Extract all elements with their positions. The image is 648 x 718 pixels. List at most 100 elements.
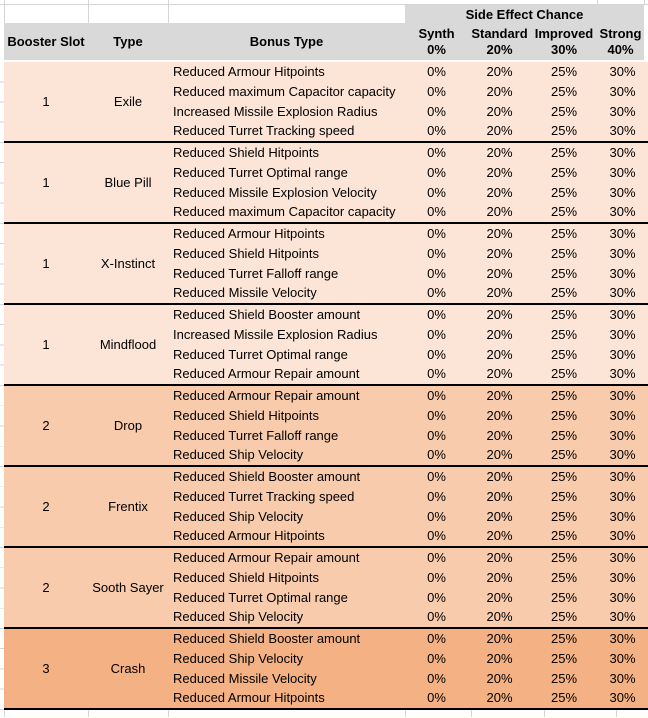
chance-cell[interactable]: 20% — [486, 569, 513, 585]
chance-cell[interactable]: 20% — [486, 83, 513, 99]
chance-cell[interactable]: 30% — [609, 245, 636, 261]
chance-cell[interactable]: 30% — [609, 204, 636, 220]
chance-cell[interactable]: 0% — [427, 427, 446, 443]
chance-cell[interactable]: 25% — [550, 245, 578, 261]
booster-slot-cell[interactable]: 1 — [42, 94, 50, 109]
header-booster-slot[interactable]: Booster Slot — [7, 33, 85, 49]
bonus-type-cell[interactable]: Reduced Missile Velocity — [173, 670, 317, 686]
chance-cell[interactable]: 25% — [550, 366, 578, 382]
chance-cell[interactable]: 0% — [427, 307, 446, 322]
chance-cell[interactable]: 25% — [550, 569, 578, 585]
chance-cell[interactable]: 20% — [486, 326, 513, 342]
chance-cell[interactable]: 20% — [486, 609, 513, 625]
chance-cell[interactable]: 25% — [550, 388, 578, 403]
chance-cell[interactable]: 20% — [486, 550, 513, 565]
chance-cell[interactable]: 0% — [427, 103, 446, 119]
bonus-type-cell[interactable]: Reduced Shield Hitpoints — [173, 245, 319, 261]
bonus-type-cell[interactable]: Reduced Turret Tracking speed — [173, 488, 355, 504]
booster-type-cell[interactable]: Blue Pill — [104, 175, 152, 190]
chance-cell[interactable]: 25% — [550, 103, 578, 119]
bonus-type-cell[interactable]: Reduced Missile Velocity — [173, 285, 317, 301]
chance-cell[interactable]: 20% — [486, 64, 513, 79]
header-bonus-type[interactable]: Bonus Type — [249, 33, 324, 49]
chance-cell[interactable]: 0% — [427, 123, 446, 139]
chance-cell[interactable]: 20% — [486, 488, 513, 504]
chance-cell[interactable]: 0% — [427, 226, 446, 241]
bonus-type-cell[interactable]: Reduced Turret Optimal range — [173, 346, 348, 362]
chance-cell[interactable]: 0% — [427, 690, 446, 706]
chance-cell[interactable]: 30% — [609, 164, 636, 180]
chance-cell[interactable]: 30% — [609, 631, 636, 646]
chance-cell[interactable]: 20% — [486, 427, 513, 443]
header-strong[interactable]: Strong 40% — [597, 23, 644, 60]
chance-cell[interactable]: 30% — [609, 447, 636, 463]
booster-slot-cell[interactable]: 1 — [42, 337, 50, 352]
chance-cell[interactable]: 25% — [550, 469, 578, 484]
chance-cell[interactable]: 0% — [427, 407, 446, 423]
chance-cell[interactable]: 30% — [609, 307, 636, 322]
chance-cell[interactable]: 30% — [609, 145, 636, 160]
booster-slot-cell[interactable]: 1 — [42, 175, 50, 190]
chance-cell[interactable]: 0% — [427, 83, 446, 99]
bonus-type-cell[interactable]: Reduced Shield Booster amount — [173, 469, 361, 484]
chance-cell[interactable]: 0% — [427, 589, 446, 605]
chance-cell[interactable]: 30% — [609, 670, 636, 686]
chance-cell[interactable]: 0% — [427, 285, 446, 301]
bonus-type-cell[interactable]: Reduced Turret Optimal range — [173, 164, 348, 180]
chance-cell[interactable]: 30% — [609, 388, 636, 403]
chance-cell[interactable]: 30% — [609, 650, 636, 666]
chance-cell[interactable]: 20% — [486, 528, 513, 544]
bonus-type-cell[interactable]: Reduced Shield Booster amount — [173, 307, 361, 322]
chance-cell[interactable]: 30% — [609, 226, 636, 241]
chance-cell[interactable]: 30% — [609, 690, 636, 706]
chance-cell[interactable]: 0% — [427, 550, 446, 565]
chance-cell[interactable]: 25% — [550, 164, 578, 180]
bonus-type-cell[interactable]: Reduced Armour Repair amount — [173, 366, 360, 382]
chance-cell[interactable]: 20% — [486, 388, 513, 403]
chance-cell[interactable]: 25% — [550, 83, 578, 99]
chance-cell[interactable]: 25% — [550, 609, 578, 625]
chance-cell[interactable]: 25% — [550, 488, 578, 504]
bonus-type-cell[interactable]: Increased Missile Explosion Radius — [173, 326, 378, 342]
bonus-type-cell[interactable]: Reduced Armour Hitpoints — [173, 226, 325, 241]
chance-cell[interactable]: 25% — [550, 407, 578, 423]
chance-cell[interactable]: 20% — [486, 285, 513, 301]
header-synth[interactable]: Synth 0% — [405, 23, 468, 60]
bonus-type-cell[interactable]: Reduced Turret Optimal range — [173, 589, 348, 605]
chance-cell[interactable]: 20% — [486, 407, 513, 423]
chance-cell[interactable]: 20% — [486, 589, 513, 605]
chance-cell[interactable]: 30% — [609, 366, 636, 382]
chance-cell[interactable]: 20% — [486, 226, 513, 241]
chance-cell[interactable]: 0% — [427, 447, 446, 463]
bonus-type-cell[interactable]: Reduced Shield Hitpoints — [173, 407, 319, 423]
bonus-type-cell[interactable]: Reduced Ship Velocity — [173, 447, 304, 463]
header-standard[interactable]: Standard 20% — [468, 23, 531, 60]
chance-cell[interactable]: 30% — [609, 488, 636, 504]
chance-cell[interactable]: 25% — [550, 589, 578, 605]
chance-cell[interactable]: 25% — [550, 631, 578, 646]
chance-cell[interactable]: 20% — [486, 670, 513, 686]
chance-cell[interactable]: 25% — [550, 123, 578, 139]
chance-cell[interactable]: 0% — [427, 609, 446, 625]
bonus-type-cell[interactable]: Reduced Ship Velocity — [173, 609, 304, 625]
chance-cell[interactable]: 30% — [609, 407, 636, 423]
chance-cell[interactable]: 20% — [486, 690, 513, 706]
chance-cell[interactable]: 30% — [609, 285, 636, 301]
chance-cell[interactable]: 30% — [609, 528, 636, 544]
chance-cell[interactable]: 25% — [550, 184, 578, 200]
chance-cell[interactable]: 0% — [427, 488, 446, 504]
chance-cell[interactable]: 20% — [486, 103, 513, 119]
booster-slot-cell[interactable]: 2 — [42, 580, 50, 595]
chance-cell[interactable]: 25% — [550, 145, 578, 160]
chance-cell[interactable]: 25% — [550, 64, 578, 79]
bonus-type-cell[interactable]: Increased Missile Explosion Radius — [173, 103, 378, 119]
booster-slot-cell[interactable]: 2 — [42, 418, 50, 433]
chance-cell[interactable]: 30% — [609, 326, 636, 342]
booster-slot-cell[interactable]: 2 — [42, 499, 50, 514]
bonus-type-cell[interactable]: Reduced Armour Hitpoints — [173, 690, 325, 706]
bonus-type-cell[interactable]: Reduced Armour Hitpoints — [173, 528, 325, 544]
chance-cell[interactable]: 30% — [609, 346, 636, 362]
chance-cell[interactable]: 20% — [486, 145, 513, 160]
bonus-type-cell[interactable]: Reduced maximum Capacitor capacity — [173, 204, 396, 220]
chance-cell[interactable]: 0% — [427, 326, 446, 342]
